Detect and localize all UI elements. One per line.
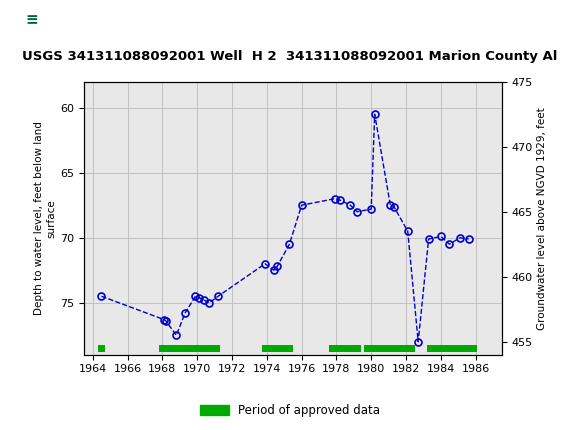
Y-axis label: Groundwater level above NGVD 1929, feet: Groundwater level above NGVD 1929, feet	[537, 107, 547, 330]
Y-axis label: Depth to water level, feet below land
surface: Depth to water level, feet below land su…	[34, 121, 56, 315]
Bar	[427, 345, 477, 352]
Text: USGS 341311088092001 Well  H 2  341311088092001 Marion County Al: USGS 341311088092001 Well H 2 3413110880…	[22, 50, 558, 64]
Bar	[364, 345, 415, 352]
Bar	[329, 345, 361, 352]
Text: USGS: USGS	[67, 11, 118, 29]
Text: ≡: ≡	[26, 12, 38, 27]
Bar	[262, 345, 293, 352]
Bar	[159, 345, 220, 352]
Bar	[7, 5, 56, 36]
Legend: Period of approved data: Period of approved data	[195, 399, 385, 422]
Bar	[98, 345, 105, 352]
